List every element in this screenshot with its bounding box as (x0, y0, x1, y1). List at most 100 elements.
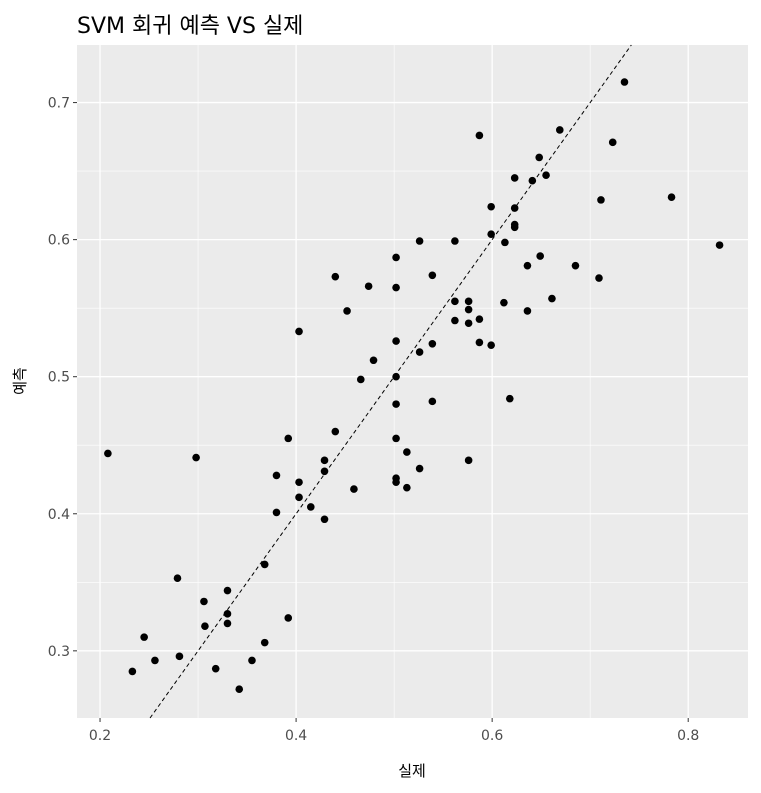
data-point (295, 493, 303, 502)
data-point (523, 307, 532, 315)
data-point (223, 619, 232, 628)
data-point (542, 171, 550, 180)
data-point (392, 337, 400, 345)
data-point (608, 138, 617, 147)
data-point (295, 478, 303, 487)
data-point (392, 478, 400, 487)
x-tick-label: 0.2 (89, 728, 111, 744)
data-point (295, 327, 303, 336)
data-point (487, 230, 495, 238)
data-point (201, 622, 209, 630)
data-point (151, 656, 159, 665)
data-point (320, 467, 329, 476)
data-point (510, 223, 519, 232)
y-tick-label: 0.6 (48, 233, 70, 249)
data-point (200, 597, 208, 606)
data-point (451, 297, 459, 306)
data-point (223, 610, 232, 618)
data-point (523, 261, 532, 270)
y-tick-label: 0.7 (48, 96, 70, 112)
data-point (403, 448, 411, 456)
data-point (595, 274, 603, 282)
data-point (505, 394, 514, 403)
data-point (487, 341, 495, 349)
data-point (211, 664, 220, 673)
data-point (487, 202, 495, 211)
data-point (392, 372, 400, 381)
data-point (428, 397, 437, 406)
data-point (140, 633, 148, 641)
data-point (475, 315, 484, 323)
data-point (260, 638, 269, 647)
data-points (104, 78, 724, 694)
data-point (223, 586, 232, 595)
data-point (428, 340, 437, 348)
data-point (343, 307, 351, 315)
data-point (464, 456, 473, 465)
data-point (392, 400, 400, 408)
x-axis-label: 실제 (398, 762, 426, 780)
data-point (510, 204, 519, 212)
identity-reference-line (149, 44, 632, 719)
plot-panel (77, 45, 748, 718)
data-point (320, 515, 329, 524)
data-point (715, 241, 724, 249)
data-point (451, 316, 459, 325)
y-axis-ticks: 0.3 0.4 0.5 0.6 0.7 (48, 96, 77, 660)
data-point (464, 297, 473, 306)
data-point (369, 356, 378, 365)
data-point (464, 305, 473, 314)
data-point (364, 282, 373, 291)
data-point (350, 485, 358, 493)
data-point (500, 298, 508, 307)
data-point (536, 252, 544, 260)
data-point (428, 271, 437, 280)
data-point (555, 126, 564, 134)
data-point (356, 375, 365, 384)
data-point (104, 449, 112, 458)
data-point (272, 508, 281, 517)
data-point (306, 503, 315, 511)
data-point (128, 667, 137, 676)
data-point (510, 174, 519, 182)
x-tick-label: 0.8 (677, 728, 699, 744)
data-point (248, 656, 256, 665)
data-point (331, 427, 340, 436)
data-point (392, 283, 400, 292)
data-point (284, 614, 293, 622)
data-point (331, 272, 340, 281)
chart-title: SVM 회귀 예측 VS 실제 (77, 14, 303, 39)
y-tick-label: 0.3 (48, 644, 70, 660)
data-point (475, 338, 484, 347)
data-point (320, 456, 329, 465)
x-axis-ticks: 0.2 0.4 0.6 0.8 (89, 718, 699, 744)
data-point (548, 294, 556, 303)
data-point (620, 78, 629, 86)
data-point (173, 574, 182, 582)
y-tick-label: 0.4 (48, 507, 70, 523)
data-point (272, 471, 281, 480)
data-point (528, 176, 537, 185)
data-point (175, 652, 184, 661)
data-point (535, 153, 544, 162)
data-point (597, 196, 605, 204)
major-gridlines (77, 45, 748, 718)
data-point (571, 261, 580, 270)
x-tick-label: 0.6 (481, 728, 503, 744)
data-point (451, 237, 459, 245)
data-point (392, 434, 400, 443)
data-point (192, 453, 200, 462)
y-tick-label: 0.5 (48, 370, 70, 386)
data-point (235, 685, 244, 694)
data-point (415, 464, 424, 473)
data-point (260, 560, 269, 569)
minor-gridlines (77, 45, 748, 718)
data-point (501, 238, 509, 247)
data-point (415, 348, 424, 356)
data-point (415, 237, 424, 245)
data-point (403, 483, 411, 492)
data-point (464, 319, 473, 328)
data-point (667, 193, 676, 201)
